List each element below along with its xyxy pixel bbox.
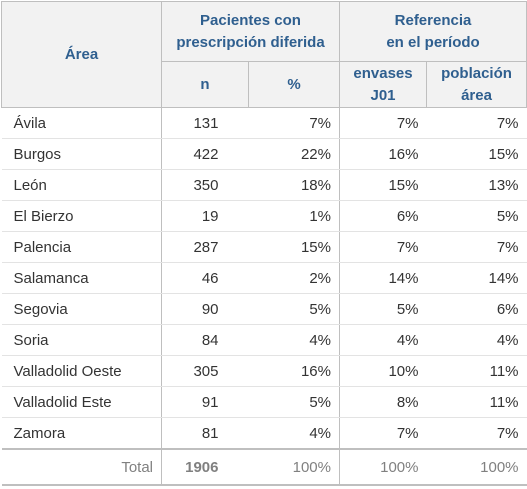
- cell: 131: [161, 107, 249, 139]
- row-label: El Bierzo: [1, 200, 162, 232]
- cell: 16%: [248, 355, 340, 387]
- cell: 14%: [426, 262, 527, 294]
- header-line: Pacientes con: [200, 11, 301, 29]
- table-row: Salamanca 46 2% 14% 14%: [1, 262, 527, 294]
- table-row: Segovia 90 5% 5% 6%: [1, 293, 527, 325]
- header-line: prescripción diferida: [176, 33, 325, 51]
- cell: 90: [161, 293, 249, 325]
- row-label: Valladolid Oeste: [1, 355, 162, 387]
- cell: 4%: [426, 324, 527, 356]
- cell: 7%: [339, 107, 427, 139]
- cell: 7%: [426, 231, 527, 263]
- header-line: envases: [353, 64, 413, 82]
- cell: 91: [161, 386, 249, 418]
- row-label: Salamanca: [1, 262, 162, 294]
- cell: 8%: [339, 386, 427, 418]
- row-label: Total: [1, 448, 162, 486]
- header-line: Referencia: [394, 11, 472, 29]
- cell: 7%: [426, 107, 527, 139]
- table-row: Valladolid Oeste 305 16% 10% 11%: [1, 355, 527, 387]
- cell: 11%: [426, 386, 527, 418]
- table-row: Ávila 131 7% 7% 7%: [1, 107, 527, 139]
- cell: 6%: [426, 293, 527, 325]
- table-row: León 350 18% 15% 13%: [1, 169, 527, 201]
- group-header: Pacientes con prescripción diferida: [161, 1, 340, 62]
- group-header: Referencia en el período: [338, 1, 527, 62]
- cell: 15%: [339, 169, 427, 201]
- column-header: n: [161, 61, 249, 108]
- cell: 7%: [248, 107, 340, 139]
- cell: 81: [161, 417, 249, 450]
- cell: 1%: [248, 200, 340, 232]
- column-header: población área: [425, 61, 527, 108]
- row-label: Burgos: [1, 138, 162, 170]
- cell: 100%: [339, 448, 427, 486]
- table-row: Burgos 422 22% 16% 15%: [1, 138, 527, 170]
- cell: 46: [161, 262, 249, 294]
- cell: 13%: [426, 169, 527, 201]
- row-label: Palencia: [1, 231, 162, 263]
- table-row: Zamora 81 4% 7% 7%: [1, 417, 527, 450]
- cell: 100%: [426, 448, 527, 486]
- table-row: Valladolid Este 91 5% 8% 11%: [1, 386, 527, 418]
- cell: 4%: [248, 417, 340, 450]
- row-label: Segovia: [1, 293, 162, 325]
- column-header: envases J01: [339, 61, 427, 108]
- cell: 5%: [248, 386, 340, 418]
- cell: 15%: [248, 231, 340, 263]
- cell: 7%: [339, 417, 427, 450]
- cell: 305: [161, 355, 249, 387]
- cell: 11%: [426, 355, 527, 387]
- header-line: %: [287, 75, 301, 93]
- cell: 19: [161, 200, 249, 232]
- cell: 2%: [248, 262, 340, 294]
- cell: 5%: [248, 293, 340, 325]
- row-label: Ávila: [1, 107, 162, 139]
- cell: 4%: [339, 324, 427, 356]
- table-row: Palencia 287 15% 7% 7%: [1, 231, 527, 263]
- row-label: León: [1, 169, 162, 201]
- cell: 18%: [248, 169, 340, 201]
- cell: 15%: [426, 138, 527, 170]
- cell: 84: [161, 324, 249, 356]
- row-label: Zamora: [1, 417, 162, 450]
- cell: 16%: [339, 138, 427, 170]
- header-line: n: [200, 75, 210, 93]
- table-row: Total 1906 100% 100% 100%: [1, 448, 527, 486]
- cell: 6%: [339, 200, 427, 232]
- header-line: J01: [370, 86, 396, 104]
- cell: 7%: [339, 231, 427, 263]
- cell: 10%: [339, 355, 427, 387]
- cell: 100%: [248, 448, 340, 486]
- header-line: en el período: [386, 33, 480, 51]
- cell: 350: [161, 169, 249, 201]
- table-row: Soria 84 4% 4% 4%: [1, 324, 527, 356]
- cell: 5%: [426, 200, 527, 232]
- cell: 287: [161, 231, 249, 263]
- row-label: Valladolid Este: [1, 386, 162, 418]
- cell: 422: [161, 138, 249, 170]
- header-line: población: [441, 64, 512, 82]
- cell: 7%: [426, 417, 527, 450]
- cell: 1906: [161, 448, 249, 486]
- cell: 22%: [248, 138, 340, 170]
- table-row: El Bierzo 19 1% 6% 5%: [1, 200, 527, 232]
- cell: 5%: [339, 293, 427, 325]
- row-label: Soria: [1, 324, 162, 356]
- column-header: %: [248, 61, 340, 108]
- header-line: área: [461, 86, 492, 104]
- area-header: Área: [1, 1, 162, 108]
- cell: 14%: [339, 262, 427, 294]
- cell: 4%: [248, 324, 340, 356]
